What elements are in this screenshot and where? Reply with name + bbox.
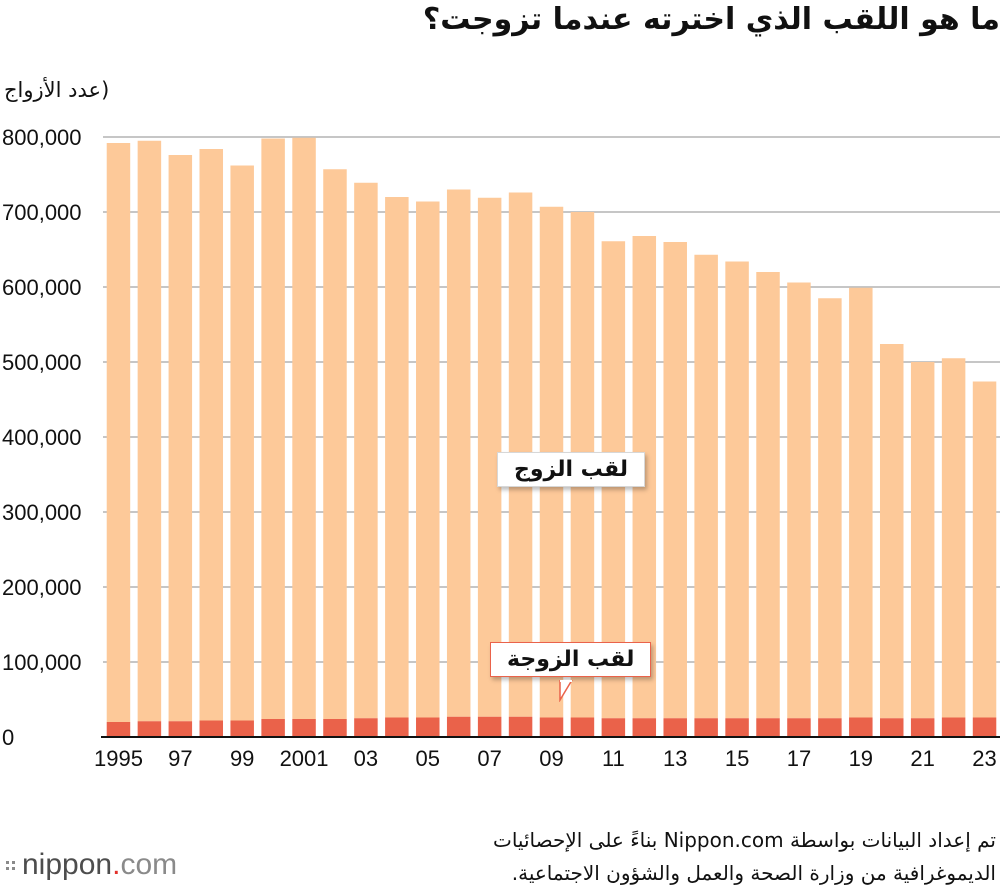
bar-wife-2006 (446, 716, 471, 737)
x-tick-label: 07 (477, 746, 501, 771)
logo-nippon-text: nippon (22, 848, 113, 881)
x-tick-label: 97 (168, 746, 192, 771)
bar-husband-2022 (941, 358, 966, 718)
bar-wife-2022 (941, 717, 966, 737)
bar-wife-1999 (230, 720, 254, 737)
bar-husband-1998 (199, 149, 224, 721)
x-tick-label: 99 (230, 746, 254, 771)
bar-wife-2014 (694, 718, 718, 737)
x-tick-label: 17 (787, 746, 811, 771)
bar-wife-2021 (910, 718, 935, 737)
bar-wife-2004 (385, 717, 409, 737)
bar-husband-2001 (292, 137, 316, 719)
bar-husband-2000 (261, 138, 285, 719)
bar-husband-2006 (446, 189, 471, 717)
y-tick-label: 800,000 (2, 125, 82, 150)
bar-husband-2013 (663, 242, 687, 719)
y-axis-unit-label: (عدد الأزواج (4, 78, 110, 102)
x-tick-label: 1995 (94, 746, 143, 771)
bar-husband-2005 (416, 201, 440, 718)
logo-dots-icon (6, 860, 15, 870)
bar-wife-2010 (570, 717, 595, 737)
bar-wife-2008 (508, 716, 533, 737)
bar-wife-2023 (972, 717, 997, 737)
x-tick-label: 03 (354, 746, 378, 771)
x-tick-label: 05 (416, 746, 440, 771)
y-tick-label: 100,000 (2, 650, 82, 675)
bar-wife-2002 (323, 719, 347, 737)
y-axis-ticks: 0 100,000 200,000 300,000 400,000 500,000 600,… (2, 125, 82, 750)
y-tick-label: 400,000 (2, 425, 82, 450)
y-tick-label: 500,000 (2, 350, 82, 375)
x-tick-label: 2001 (280, 746, 329, 771)
bar-husband-1999 (230, 165, 254, 721)
bar-husband-1996 (137, 140, 162, 722)
bar-husband-2003 (354, 182, 378, 719)
x-tick-label: 13 (663, 746, 687, 771)
source-note: تم إعداد البيانات بواسطة Nippon.com بناء… (493, 824, 996, 890)
bar-husband-1995 (106, 143, 131, 722)
bar-wife-2011 (601, 718, 626, 737)
y-tick-label: 0 (2, 725, 14, 750)
x-tick-label: 09 (539, 746, 563, 771)
bar-wife-2017 (787, 718, 811, 737)
bar-wife-1997 (168, 721, 193, 737)
y-tick-label: 300,000 (2, 500, 82, 525)
x-tick-label: 15 (725, 746, 749, 771)
bar-wife-2016 (756, 718, 780, 737)
logo-com-text: com (120, 848, 178, 881)
nippon-logo: nippon. com (6, 848, 177, 882)
bar-husband-2002 (323, 169, 347, 719)
bar-wife-1996 (137, 721, 162, 737)
source-line-2: الديموغرافية من وزارة الصحة والعمل والشؤ… (511, 861, 996, 885)
chart-title: ما هو اللقب الذي اخترته عندما تزوجت؟ (422, 2, 1000, 37)
bar-wife-2001 (292, 719, 316, 737)
bar-husband-2007 (477, 197, 502, 717)
bar-wife-2019 (849, 717, 873, 737)
bar-husband-1997 (168, 155, 193, 722)
bar-husband-2017 (787, 282, 811, 719)
bar-wife-2018 (818, 718, 842, 737)
bar-husband-2021 (910, 362, 935, 719)
bar-wife-2013 (663, 718, 687, 737)
bars (101, 137, 1000, 738)
x-tick-label: 19 (849, 746, 873, 771)
bar-husband-2016 (756, 272, 780, 719)
bar-husband-2020 (879, 344, 904, 719)
bar-wife-1998 (199, 720, 224, 737)
bar-wife-2015 (725, 718, 749, 737)
bar-husband-2018 (818, 298, 842, 719)
x-axis-ticks: 1995 97 99 2001 03 05 07 09 11 13 15 17 19 21 23 (94, 746, 997, 771)
y-tick-label: 200,000 (2, 575, 82, 600)
bar-wife-2000 (261, 719, 285, 737)
bar-wife-2003 (354, 718, 378, 737)
bar-wife-1995 (106, 722, 131, 737)
wife-surname-label: لقب الزوجة (490, 642, 652, 677)
x-tick-label: 11 (602, 746, 625, 771)
stacked-bar-chart: 0 100,000 200,000 300,000 400,000 500,000 600,… (2, 125, 1000, 771)
bar-husband-2014 (694, 254, 718, 719)
x-tick-label: 21 (910, 746, 934, 771)
bar-husband-2015 (725, 261, 749, 719)
logo-dot-text: . (112, 848, 121, 881)
bar-wife-2009 (539, 717, 564, 737)
y-tick-label: 700,000 (2, 200, 82, 225)
bar-wife-2007 (477, 716, 502, 737)
bar-wife-2012 (632, 718, 657, 737)
x-tick-label: 23 (972, 746, 996, 771)
bar-husband-2019 (849, 287, 873, 718)
wife-label-pointer (559, 680, 573, 702)
bar-husband-2023 (972, 381, 997, 718)
bar-wife-2005 (416, 717, 440, 737)
husband-surname-label: لقب الزوج (497, 452, 646, 487)
bar-wife-2020 (879, 718, 904, 737)
y-tick-label: 600,000 (2, 275, 82, 300)
source-line-1: تم إعداد البيانات بواسطة Nippon.com بناء… (493, 828, 996, 852)
bar-husband-2004 (385, 197, 409, 718)
